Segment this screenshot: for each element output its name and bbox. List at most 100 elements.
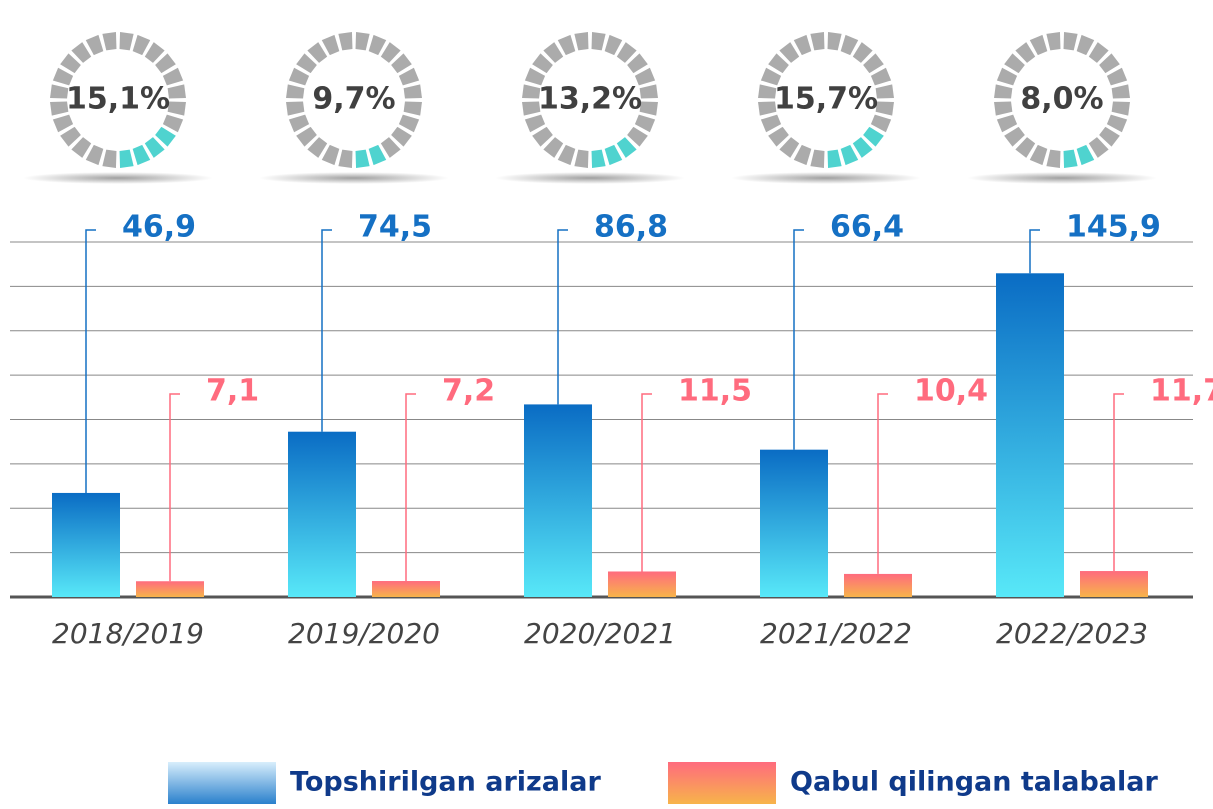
donut-segment <box>840 144 859 166</box>
donut <box>286 32 422 168</box>
donut-segment <box>288 67 310 86</box>
legend-label: Qabul qilingan talabalar <box>790 767 1158 798</box>
donut-segment <box>162 114 184 133</box>
donut-segment <box>810 149 825 168</box>
value-label: 86,8 <box>594 210 668 245</box>
donut-segment <box>1076 144 1095 166</box>
donut-segment <box>391 53 412 74</box>
ratio-label: 8,0% <box>1020 82 1103 117</box>
donut-segment <box>1088 137 1109 158</box>
donut-segment <box>368 34 387 56</box>
donut-segment <box>870 114 892 133</box>
leader-line <box>793 229 804 450</box>
leader-line <box>557 229 568 405</box>
donut-segment <box>167 84 186 99</box>
donut-segment <box>634 114 656 133</box>
leader-line <box>1029 229 1040 274</box>
donut-segment <box>591 32 606 51</box>
donut-segment <box>994 101 1013 116</box>
bar <box>608 571 676 597</box>
donut-segment <box>522 101 541 116</box>
x-tick-label: 2018/2019 <box>52 617 204 650</box>
donut-segment <box>132 34 151 56</box>
donut-segment <box>996 67 1018 86</box>
donut-segment <box>398 114 420 133</box>
ratio-label: 13,2% <box>538 82 642 117</box>
bar <box>372 581 440 597</box>
donut-segment <box>144 42 165 63</box>
legend-label: Topshirilgan arizalar <box>290 767 601 798</box>
donut-segment <box>1111 84 1130 99</box>
leader-line <box>321 229 332 432</box>
leader-line <box>877 393 888 574</box>
donut-segment <box>875 84 894 99</box>
ratio-label: 15,1% <box>66 82 170 117</box>
leader-line <box>85 229 96 493</box>
donut-segment <box>524 114 546 133</box>
donut-segment <box>307 137 328 158</box>
donut-segment <box>768 53 789 74</box>
x-tick-label: 2020/2021 <box>524 617 676 650</box>
donut-segment <box>524 67 546 86</box>
bar <box>52 492 120 597</box>
donut-segment <box>634 67 656 86</box>
donut-segment <box>338 149 353 168</box>
value-label: 145,9 <box>1066 210 1161 245</box>
donut-segment <box>1106 114 1128 133</box>
bar <box>288 431 356 597</box>
x-tick-label: 2022/2023 <box>996 617 1148 650</box>
donut-segment <box>60 53 81 74</box>
donut-segment <box>810 32 825 51</box>
donut-segment <box>1063 32 1078 51</box>
value-label: 7,1 <box>206 374 259 409</box>
donut-segment <box>827 149 842 168</box>
donut-segment <box>793 34 812 56</box>
donut-segment <box>102 32 117 51</box>
donut-segment <box>760 67 782 86</box>
donut-segment <box>1029 34 1048 56</box>
donut-segment <box>368 144 387 166</box>
donut-segment <box>1046 32 1061 51</box>
donut-segment <box>870 67 892 86</box>
donut-segment <box>522 84 541 99</box>
donut-segment <box>996 114 1018 133</box>
donut-segment <box>543 42 564 63</box>
donut-segment <box>52 67 74 86</box>
donut-segment <box>863 53 884 74</box>
donut-segment <box>391 126 412 147</box>
donut-segment <box>994 84 1013 99</box>
donut-segment <box>760 114 782 133</box>
donut <box>758 32 894 168</box>
donut-segment <box>863 126 884 147</box>
donut-shadow <box>259 172 449 184</box>
donut-segment <box>875 101 894 116</box>
donut-shadow <box>23 172 213 184</box>
donut-segment <box>85 34 104 56</box>
legend-swatch <box>168 762 276 804</box>
donut-shadow <box>495 172 685 184</box>
donut-segment <box>639 101 658 116</box>
donut-segment <box>1046 149 1061 168</box>
donut-segment <box>403 84 422 99</box>
donut-segment <box>398 67 420 86</box>
donut-segment <box>532 53 553 74</box>
donut-segment <box>71 137 92 158</box>
donut-segment <box>50 84 69 99</box>
donut-segment <box>827 32 842 51</box>
donut-segment <box>119 32 134 51</box>
donut-segment <box>307 42 328 63</box>
donut-segment <box>288 114 310 133</box>
donut-segment <box>355 149 370 168</box>
donut-segment <box>793 144 812 166</box>
donut-segment <box>574 32 589 51</box>
donut-segment <box>155 53 176 74</box>
donut-segment <box>758 84 777 99</box>
donut-segment <box>162 67 184 86</box>
donut-segment <box>591 149 606 168</box>
donut <box>994 32 1130 168</box>
donut-segment <box>627 53 648 74</box>
donut-segment <box>286 84 305 99</box>
bar <box>136 581 204 597</box>
bar <box>996 273 1064 597</box>
donut-segment <box>286 101 305 116</box>
